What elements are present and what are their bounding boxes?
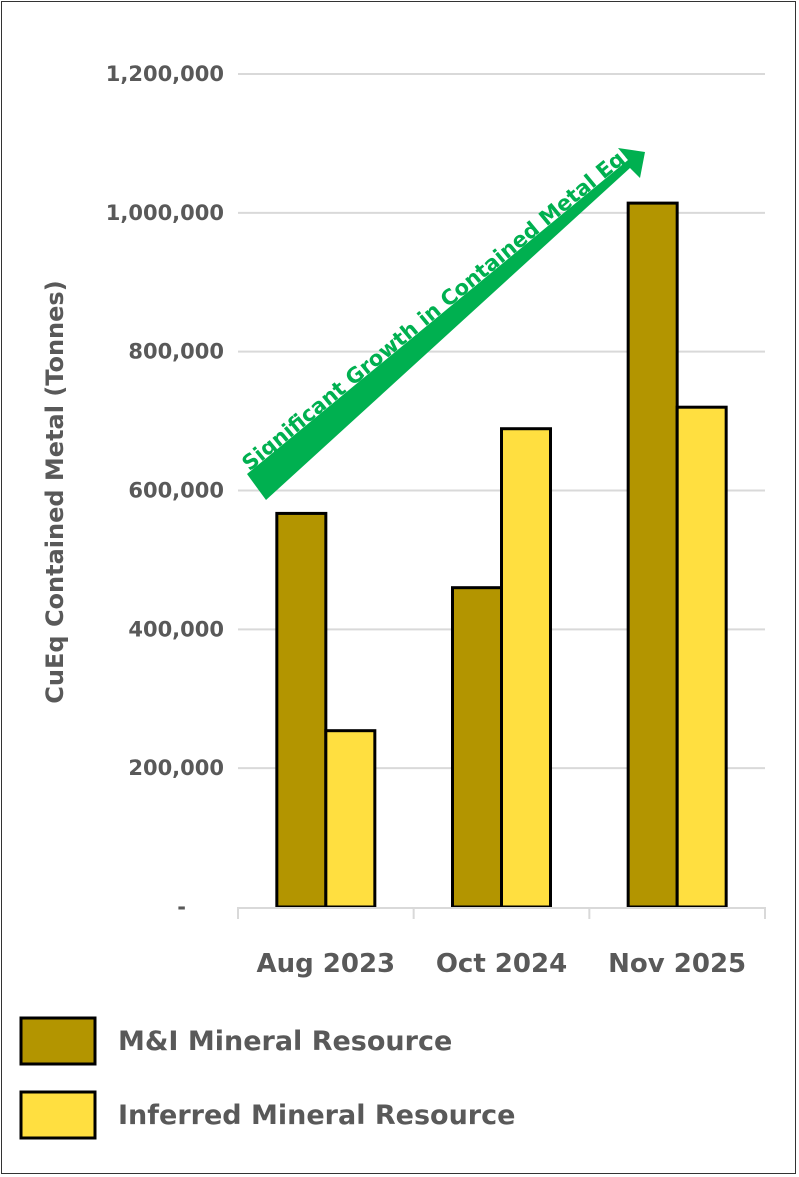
legend-label: M&I Mineral Resource [118, 1026, 452, 1057]
y-tick-label: 600,000 [128, 479, 224, 503]
bar-mi [451, 586, 503, 909]
legend-label: Inferred Mineral Resource [118, 1100, 515, 1131]
y-tick-label: 1,000,000 [106, 201, 224, 225]
bar-inferred [500, 427, 552, 909]
y-tick-label: - [177, 895, 186, 919]
bar-inferred [675, 405, 728, 909]
y-axis-ticks: - 200,000 400,000 600,000 800,000 1,000,000 1,… [106, 62, 224, 919]
y-tick-label: 800,000 [128, 340, 224, 364]
x-tick-label: Nov 2025 [608, 949, 746, 979]
y-tick-label: 400,000 [128, 617, 224, 641]
y-tick-label: 1,200,000 [106, 62, 224, 86]
y-axis-label: CuEq Contained Metal (Tonnes) [41, 280, 69, 703]
y-tick-label: 200,000 [128, 756, 224, 780]
x-axis: Aug 2023 Oct 2024 Nov 2025 [237, 907, 766, 979]
growth-arrow: Significant Growth in Contained Metal Eq… [237, 141, 645, 500]
legend: M&I Mineral Resource Inferred Mineral Res… [19, 1016, 515, 1140]
x-tick-label: Oct 2024 [436, 949, 567, 979]
bar-inferred [324, 729, 377, 909]
annotation-text: Significant Growth in Contained Metal Eq… [237, 141, 635, 475]
x-tick-label: Aug 2023 [256, 949, 395, 979]
arrow-up-right-icon [247, 148, 645, 500]
bar-mi [626, 201, 679, 909]
bars [275, 201, 728, 909]
legend-swatch [19, 1016, 97, 1066]
legend-swatch [19, 1090, 97, 1140]
bar-mi [275, 511, 328, 909]
